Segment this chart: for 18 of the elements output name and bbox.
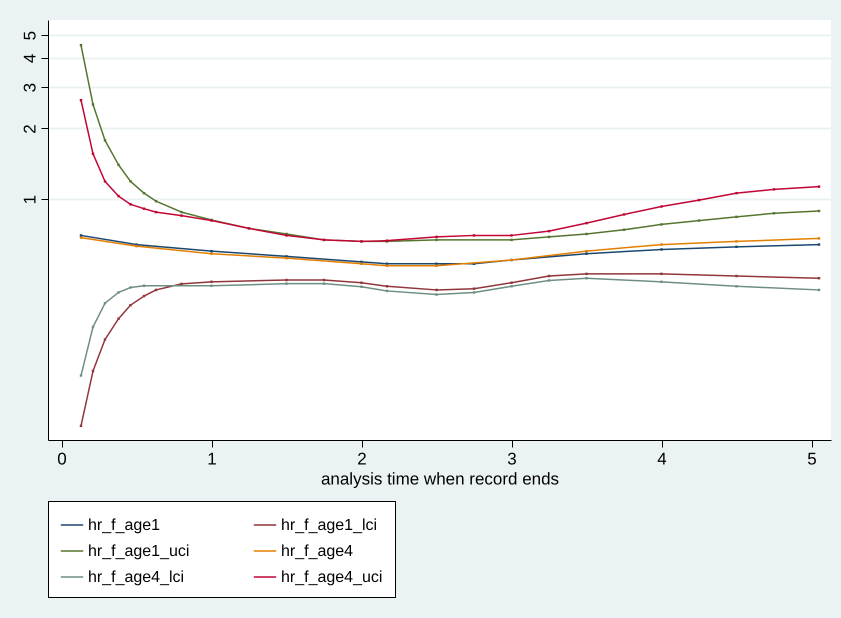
x-axis-title: analysis time when record ends [320, 470, 560, 488]
x-tick-label: 1 [207, 450, 217, 468]
x-tick-label: 3 [507, 450, 517, 468]
y-tick-label: 2 [20, 124, 40, 134]
y-tick-label: 4 [20, 54, 40, 64]
x-tick-label: 5 [807, 450, 817, 468]
legend-label: hr_f_age4_uci [281, 569, 382, 586]
legend-label: hr_f_age1 [88, 517, 160, 534]
legend-label: hr_f_age4_lci [88, 569, 184, 586]
x-tick-label: 2 [357, 450, 367, 468]
x-tick-label: 4 [657, 450, 667, 468]
y-tick-label: 5 [20, 30, 40, 40]
y-tick-label: 1 [20, 194, 40, 204]
x-tick-label: 0 [57, 450, 67, 468]
y-tick-label: 3 [20, 82, 40, 92]
legend-label: hr_f_age4 [281, 543, 354, 560]
legend-label: hr_f_age1_lci [281, 517, 378, 534]
legend-label: hr_f_age1_uci [88, 543, 190, 560]
